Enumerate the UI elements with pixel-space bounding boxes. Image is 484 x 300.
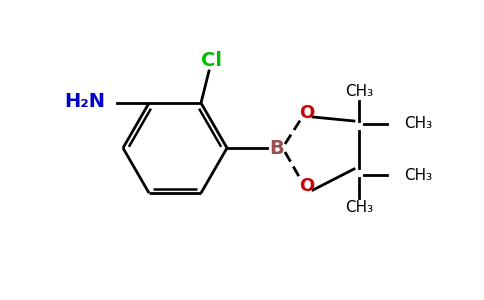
Text: H₂N: H₂N (64, 92, 105, 112)
Text: O: O (300, 177, 315, 195)
Text: CH₃: CH₃ (404, 167, 432, 182)
Text: CH₃: CH₃ (404, 116, 432, 131)
Text: O: O (300, 104, 315, 122)
Text: B: B (270, 139, 285, 158)
Text: CH₃: CH₃ (345, 200, 373, 215)
Text: Cl: Cl (200, 52, 222, 70)
Text: CH₃: CH₃ (345, 83, 373, 98)
